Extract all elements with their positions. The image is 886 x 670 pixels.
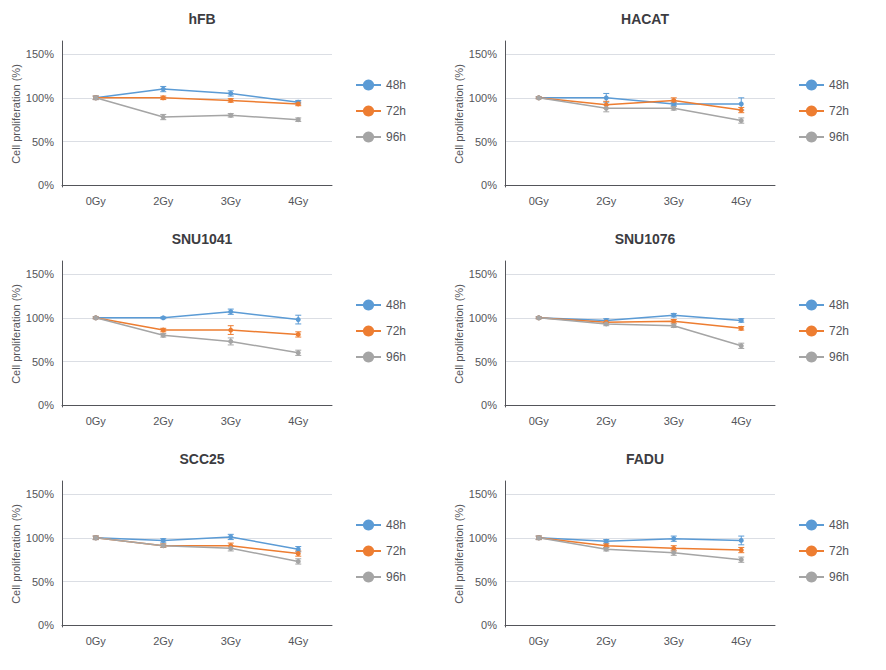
svg-text:Cell proliferation (%): Cell proliferation (%) — [453, 64, 465, 164]
svg-text:Cell proliferation (%): Cell proliferation (%) — [10, 64, 22, 164]
svg-text:96h: 96h — [829, 570, 849, 584]
svg-text:48h: 48h — [829, 298, 849, 312]
svg-text:2Gy: 2Gy — [153, 195, 174, 207]
svg-text:0Gy: 0Gy — [86, 635, 107, 647]
svg-text:100%: 100% — [26, 92, 54, 104]
svg-text:3Gy: 3Gy — [221, 635, 242, 647]
svg-text:48h: 48h — [829, 78, 849, 92]
svg-text:72h: 72h — [829, 544, 849, 558]
svg-text:72h: 72h — [386, 544, 406, 558]
svg-text:SNU1041: SNU1041 — [172, 231, 233, 247]
svg-text:hFB: hFB — [188, 11, 215, 27]
svg-text:96h: 96h — [386, 350, 406, 364]
svg-text:HACAT: HACAT — [621, 11, 669, 27]
svg-text:150%: 150% — [26, 48, 54, 60]
svg-text:2Gy: 2Gy — [153, 415, 174, 427]
svg-text:96h: 96h — [829, 350, 849, 364]
svg-text:150%: 150% — [469, 48, 497, 60]
svg-text:50%: 50% — [32, 136, 54, 148]
svg-text:0%: 0% — [38, 179, 54, 191]
svg-text:0%: 0% — [481, 619, 497, 631]
svg-text:50%: 50% — [32, 576, 54, 588]
svg-text:Cell proliferation (%): Cell proliferation (%) — [10, 504, 22, 604]
svg-text:72h: 72h — [829, 104, 849, 118]
svg-text:4Gy: 4Gy — [288, 635, 309, 647]
svg-text:96h: 96h — [386, 130, 406, 144]
svg-text:150%: 150% — [26, 488, 54, 500]
svg-text:3Gy: 3Gy — [664, 195, 685, 207]
svg-text:72h: 72h — [386, 324, 406, 338]
svg-text:4Gy: 4Gy — [288, 195, 309, 207]
svg-text:0%: 0% — [38, 399, 54, 411]
svg-text:3Gy: 3Gy — [664, 415, 685, 427]
svg-text:4Gy: 4Gy — [731, 195, 752, 207]
svg-text:50%: 50% — [475, 136, 497, 148]
svg-text:3Gy: 3Gy — [664, 635, 685, 647]
svg-text:Cell proliferation (%): Cell proliferation (%) — [453, 504, 465, 604]
svg-text:96h: 96h — [829, 130, 849, 144]
svg-text:SCC25: SCC25 — [179, 451, 224, 467]
svg-text:0Gy: 0Gy — [86, 195, 107, 207]
svg-text:48h: 48h — [386, 298, 406, 312]
svg-text:4Gy: 4Gy — [731, 635, 752, 647]
svg-text:0Gy: 0Gy — [529, 195, 550, 207]
svg-text:48h: 48h — [386, 518, 406, 532]
svg-text:150%: 150% — [469, 488, 497, 500]
svg-text:Cell proliferation (%): Cell proliferation (%) — [453, 284, 465, 384]
svg-text:SNU1076: SNU1076 — [615, 231, 676, 247]
svg-text:2Gy: 2Gy — [596, 415, 617, 427]
svg-text:0Gy: 0Gy — [529, 635, 550, 647]
svg-text:150%: 150% — [469, 268, 497, 280]
svg-text:72h: 72h — [829, 324, 849, 338]
svg-text:72h: 72h — [386, 104, 406, 118]
svg-text:50%: 50% — [475, 576, 497, 588]
svg-text:0%: 0% — [38, 619, 54, 631]
svg-text:100%: 100% — [469, 532, 497, 544]
svg-text:4Gy: 4Gy — [288, 415, 309, 427]
svg-text:0Gy: 0Gy — [86, 415, 107, 427]
svg-text:100%: 100% — [469, 92, 497, 104]
svg-text:2Gy: 2Gy — [596, 635, 617, 647]
svg-text:4Gy: 4Gy — [731, 415, 752, 427]
svg-text:100%: 100% — [469, 312, 497, 324]
svg-text:Cell proliferation (%): Cell proliferation (%) — [10, 284, 22, 384]
svg-text:150%: 150% — [26, 268, 54, 280]
svg-text:0%: 0% — [481, 399, 497, 411]
svg-text:48h: 48h — [386, 78, 406, 92]
svg-text:3Gy: 3Gy — [221, 195, 242, 207]
svg-text:2Gy: 2Gy — [596, 195, 617, 207]
svg-text:100%: 100% — [26, 312, 54, 324]
svg-text:3Gy: 3Gy — [221, 415, 242, 427]
svg-text:48h: 48h — [829, 518, 849, 532]
svg-text:FADU: FADU — [626, 451, 664, 467]
svg-text:96h: 96h — [386, 570, 406, 584]
svg-text:0Gy: 0Gy — [529, 415, 550, 427]
svg-text:100%: 100% — [26, 532, 54, 544]
svg-text:50%: 50% — [32, 356, 54, 368]
svg-text:0%: 0% — [481, 179, 497, 191]
svg-text:2Gy: 2Gy — [153, 635, 174, 647]
svg-text:50%: 50% — [475, 356, 497, 368]
